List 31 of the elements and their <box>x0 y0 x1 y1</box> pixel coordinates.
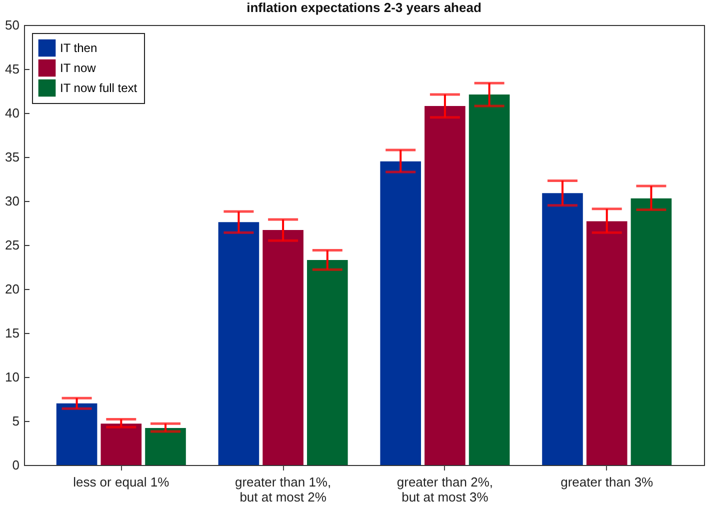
bar <box>630 198 672 465</box>
bar <box>586 221 628 465</box>
y-tick-label: 5 <box>12 414 20 428</box>
y-tick-label: 0 <box>12 458 20 472</box>
legend-label: IT now <box>60 61 96 75</box>
bar <box>380 161 421 465</box>
bar <box>424 106 466 465</box>
legend-label: IT now full text <box>60 81 138 95</box>
bar <box>218 222 260 465</box>
y-tick-label: 50 <box>5 18 20 32</box>
x-tick-label: greater than 3% <box>560 474 654 490</box>
legend-label: IT then <box>60 41 98 55</box>
x-tick-label: less or equal 1% <box>73 474 170 490</box>
bar <box>307 260 348 465</box>
y-tick-label: 45 <box>5 62 20 76</box>
bar <box>145 428 186 465</box>
x-tick-label: greater than 2%, but at most 3% <box>396 474 494 504</box>
chart-title: inflation expectations 2-3 years ahead <box>246 0 482 15</box>
x-tick-label: greater than 1%, but at most 2% <box>234 474 332 504</box>
y-tick-label: 40 <box>5 106 20 120</box>
y-tick-label: 30 <box>5 194 20 208</box>
y-tick-label: 35 <box>5 150 20 164</box>
bar <box>468 94 510 465</box>
bar <box>56 403 98 465</box>
y-tick-label: 20 <box>5 282 20 296</box>
y-tick-label: 25 <box>5 238 20 252</box>
bar <box>542 193 583 465</box>
y-tick-label: 10 <box>5 370 20 384</box>
bar <box>100 424 142 465</box>
y-tick-label: 15 <box>5 326 20 340</box>
bar <box>262 230 304 465</box>
